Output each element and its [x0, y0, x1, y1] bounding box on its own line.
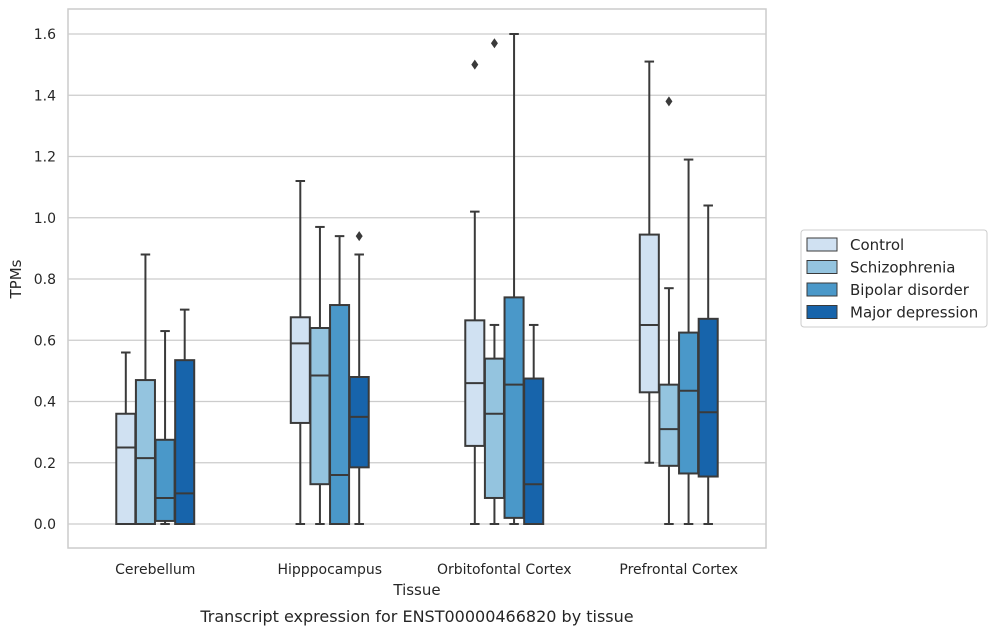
outlier-point: [355, 231, 363, 242]
x-tick-label: Orbitofontal Cortex: [437, 562, 572, 578]
iqr-box: [309, 327, 331, 486]
outlier-point: [490, 38, 498, 49]
x-axis-ticks: Cerebellum Hipppocampus Orbitofontal Corte…: [115, 562, 738, 578]
legend-swatch: [806, 260, 838, 274]
iqr-box: [638, 233, 660, 394]
iqr-box: [289, 316, 311, 424]
legend-swatch: [806, 237, 838, 252]
x-tick-label: Hipppocampus: [277, 562, 382, 578]
box-3-1: [658, 96, 680, 525]
iqr-box: [697, 317, 719, 478]
y-tick-label: 0.8: [34, 272, 56, 288]
box-0-1: [134, 253, 156, 525]
legend-frame: [800, 229, 988, 328]
y-tick-label: 0.0: [34, 517, 56, 533]
x-tick-label: Cerebellum: [115, 562, 195, 578]
y-tick-label: 1.6: [34, 27, 56, 43]
iqr-box: [154, 438, 176, 522]
x-tick-label: Prefrontal Cortex: [619, 562, 738, 578]
legend-item: Schizophrenia: [806, 259, 955, 277]
outlier-point: [471, 59, 479, 70]
y-tick-label: 1.4: [34, 88, 56, 104]
iqr-box: [115, 412, 137, 525]
x-axis-title: Tissue: [392, 581, 440, 599]
iqr-box: [523, 377, 545, 525]
legend-label: Bipolar disorder: [850, 281, 970, 299]
plot-frame: [67, 8, 767, 549]
iqr-box: [329, 304, 351, 525]
box-3-2: [678, 158, 700, 525]
box-1-0: [289, 180, 311, 525]
y-tick-label: 0.4: [34, 395, 56, 411]
y-tick-label: 0.2: [34, 456, 56, 472]
iqr-box: [348, 376, 370, 469]
legend-item: Bipolar disorder: [806, 281, 970, 299]
box-2-3: [523, 323, 545, 525]
iqr-box: [658, 383, 680, 467]
legend-label: Control: [850, 236, 904, 254]
box-0-3: [174, 308, 196, 525]
legend-label: Major depression: [850, 304, 978, 322]
y-axis-ticks: 0.0 0.2 0.4 0.6 0.8 1.0 1.2 1.4 1.6: [34, 27, 56, 533]
box-1-3: [348, 231, 370, 525]
y-tick-label: 1.2: [34, 150, 56, 166]
iqr-box: [483, 357, 505, 499]
box-3-0: [638, 60, 660, 464]
chart-caption: Transcript expression for ENST0000046682…: [199, 607, 633, 626]
box-2-1: [483, 38, 505, 525]
box-plot-area: [115, 33, 719, 525]
box-3-3: [697, 204, 719, 525]
y-tick-label: 1.0: [34, 211, 56, 227]
box-1-1: [309, 225, 331, 525]
legend-item: Major depression: [806, 304, 978, 322]
legend-swatch: [806, 282, 838, 297]
iqr-box: [134, 379, 156, 525]
legend-swatch: [806, 305, 838, 319]
legend-label: Schizophrenia: [850, 259, 955, 277]
y-axis-title: TPMs: [7, 259, 25, 299]
iqr-box: [174, 359, 196, 525]
legend: Control Schizophrenia Bipolar disorder Majo…: [800, 229, 988, 328]
box-0-0: [115, 351, 137, 525]
box-2-0: [464, 59, 486, 525]
iqr-box: [503, 296, 525, 519]
legend-item: Control: [806, 236, 904, 254]
y-tick-label: 0.6: [34, 333, 56, 349]
iqr-box: [678, 331, 700, 475]
box-0-2: [154, 330, 176, 525]
outlier-point: [665, 96, 673, 107]
